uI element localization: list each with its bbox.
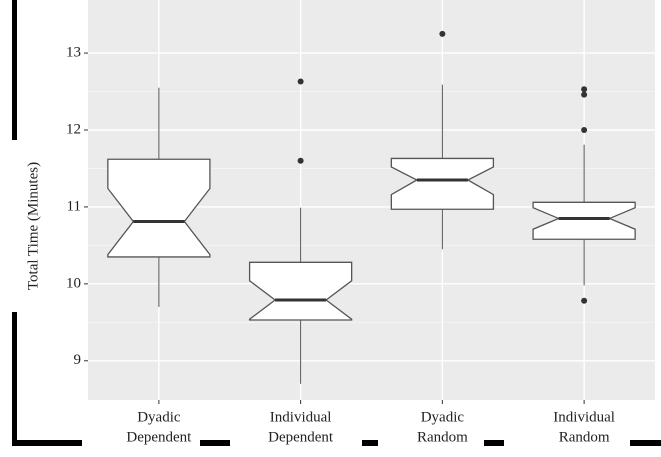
box <box>107 158 211 258</box>
frame-edge <box>484 440 504 446</box>
outlier <box>581 297 588 304</box>
y-axis-label: Total Time (Minutes) <box>25 162 41 290</box>
x-tick-label: Individual <box>270 409 332 425</box>
plot-area <box>84 0 655 400</box>
frame-edge <box>630 440 661 446</box>
x-tick-label: Random <box>559 429 610 445</box>
y-tick-label: 9 <box>74 352 82 368</box>
frame-edge <box>12 440 82 446</box>
outlier <box>297 78 304 85</box>
x-tick-label: Dyadic <box>421 409 465 425</box>
y-tick-label: 12 <box>66 121 81 137</box>
x-tick-label: Dependent <box>268 429 334 445</box>
y-tick-label: 11 <box>67 198 81 214</box>
outlier <box>297 157 304 164</box>
y-tick-label: 10 <box>66 275 81 291</box>
box <box>248 261 353 321</box>
x-tick-label: Random <box>417 429 468 445</box>
box <box>390 157 495 210</box>
frame-edge <box>362 440 378 446</box>
outlier <box>439 30 446 37</box>
frame-edge <box>12 0 17 140</box>
x-tick-label: Dependent <box>126 429 192 445</box>
box <box>532 201 636 240</box>
y-tick-label: 13 <box>66 45 81 61</box>
x-tick-label: Dyadic <box>137 409 181 425</box>
x-tick-label: Individual <box>553 409 615 425</box>
frame-edge <box>12 312 17 444</box>
frame-edge <box>200 440 230 446</box>
y-label-bg <box>20 140 48 312</box>
outlier <box>581 91 588 98</box>
outlier <box>581 127 588 133</box>
outlier <box>581 86 588 93</box>
